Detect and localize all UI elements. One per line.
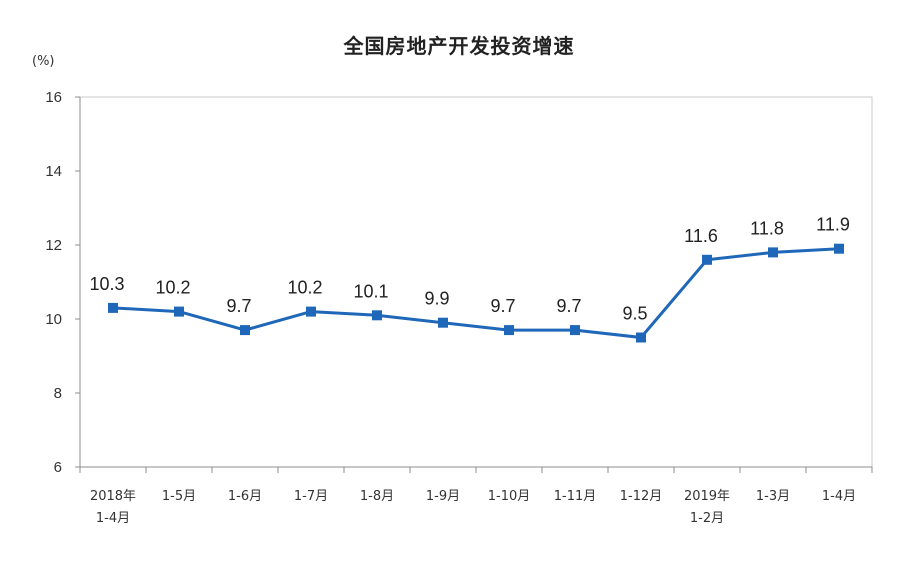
chart-title: 全国房地产开发投资增速 (343, 34, 575, 58)
data-point (108, 302, 118, 313)
data-label: 11.9 (816, 215, 850, 235)
data-point (702, 254, 712, 265)
data-label: 11.8 (750, 218, 784, 238)
data-point (570, 325, 580, 336)
data-label: 10.3 (89, 274, 124, 294)
y-tick-label: 10 (45, 311, 62, 328)
data-label: 9.7 (226, 296, 251, 316)
data-label: 9.5 (622, 304, 647, 324)
data-point (504, 325, 514, 336)
x-tick-label: 2019年 1-2月 (684, 489, 730, 526)
y-tick-label: 6 (54, 459, 62, 476)
x-tick-label: 1-8月 (360, 489, 394, 504)
x-tick-label: 1-3月 (756, 489, 790, 504)
data-label: 9.7 (490, 296, 515, 316)
x-tick-label: 1-6月 (228, 489, 262, 504)
data-point (174, 306, 184, 317)
data-point (438, 317, 448, 328)
data-label: 9.9 (424, 289, 449, 309)
x-tick-label: 1-9月 (426, 489, 460, 504)
y-unit-label: (%) (32, 54, 55, 69)
y-tick-label: 12 (45, 237, 62, 254)
x-tick-label: 1-5月 (162, 489, 196, 504)
x-tick-label: 1-12月 (620, 489, 663, 504)
y-tick-label: 8 (54, 385, 62, 402)
data-label: 10.2 (287, 278, 322, 298)
data-point (240, 325, 250, 336)
data-point (834, 243, 844, 254)
x-tick-label: 1-10月 (488, 489, 531, 504)
data-label: 9.7 (556, 296, 581, 316)
x-tick-label: 2018年 1-4月 (90, 489, 136, 526)
data-point (372, 310, 382, 321)
data-point (306, 306, 316, 317)
data-label: 10.1 (353, 281, 388, 301)
series-line (112, 247, 840, 339)
y-tick-label: 16 (45, 89, 62, 106)
data-label: 11.6 (684, 226, 718, 246)
data-label: 10.2 (155, 278, 190, 298)
y-tick-label: 14 (45, 163, 62, 180)
plot-frame (79, 96, 873, 468)
x-tick-label: 1-7月 (294, 489, 328, 504)
data-point (636, 332, 646, 343)
x-tick-label: 1-4月 (822, 489, 856, 504)
data-point (768, 247, 778, 258)
x-tick-label: 1-11月 (554, 489, 597, 504)
